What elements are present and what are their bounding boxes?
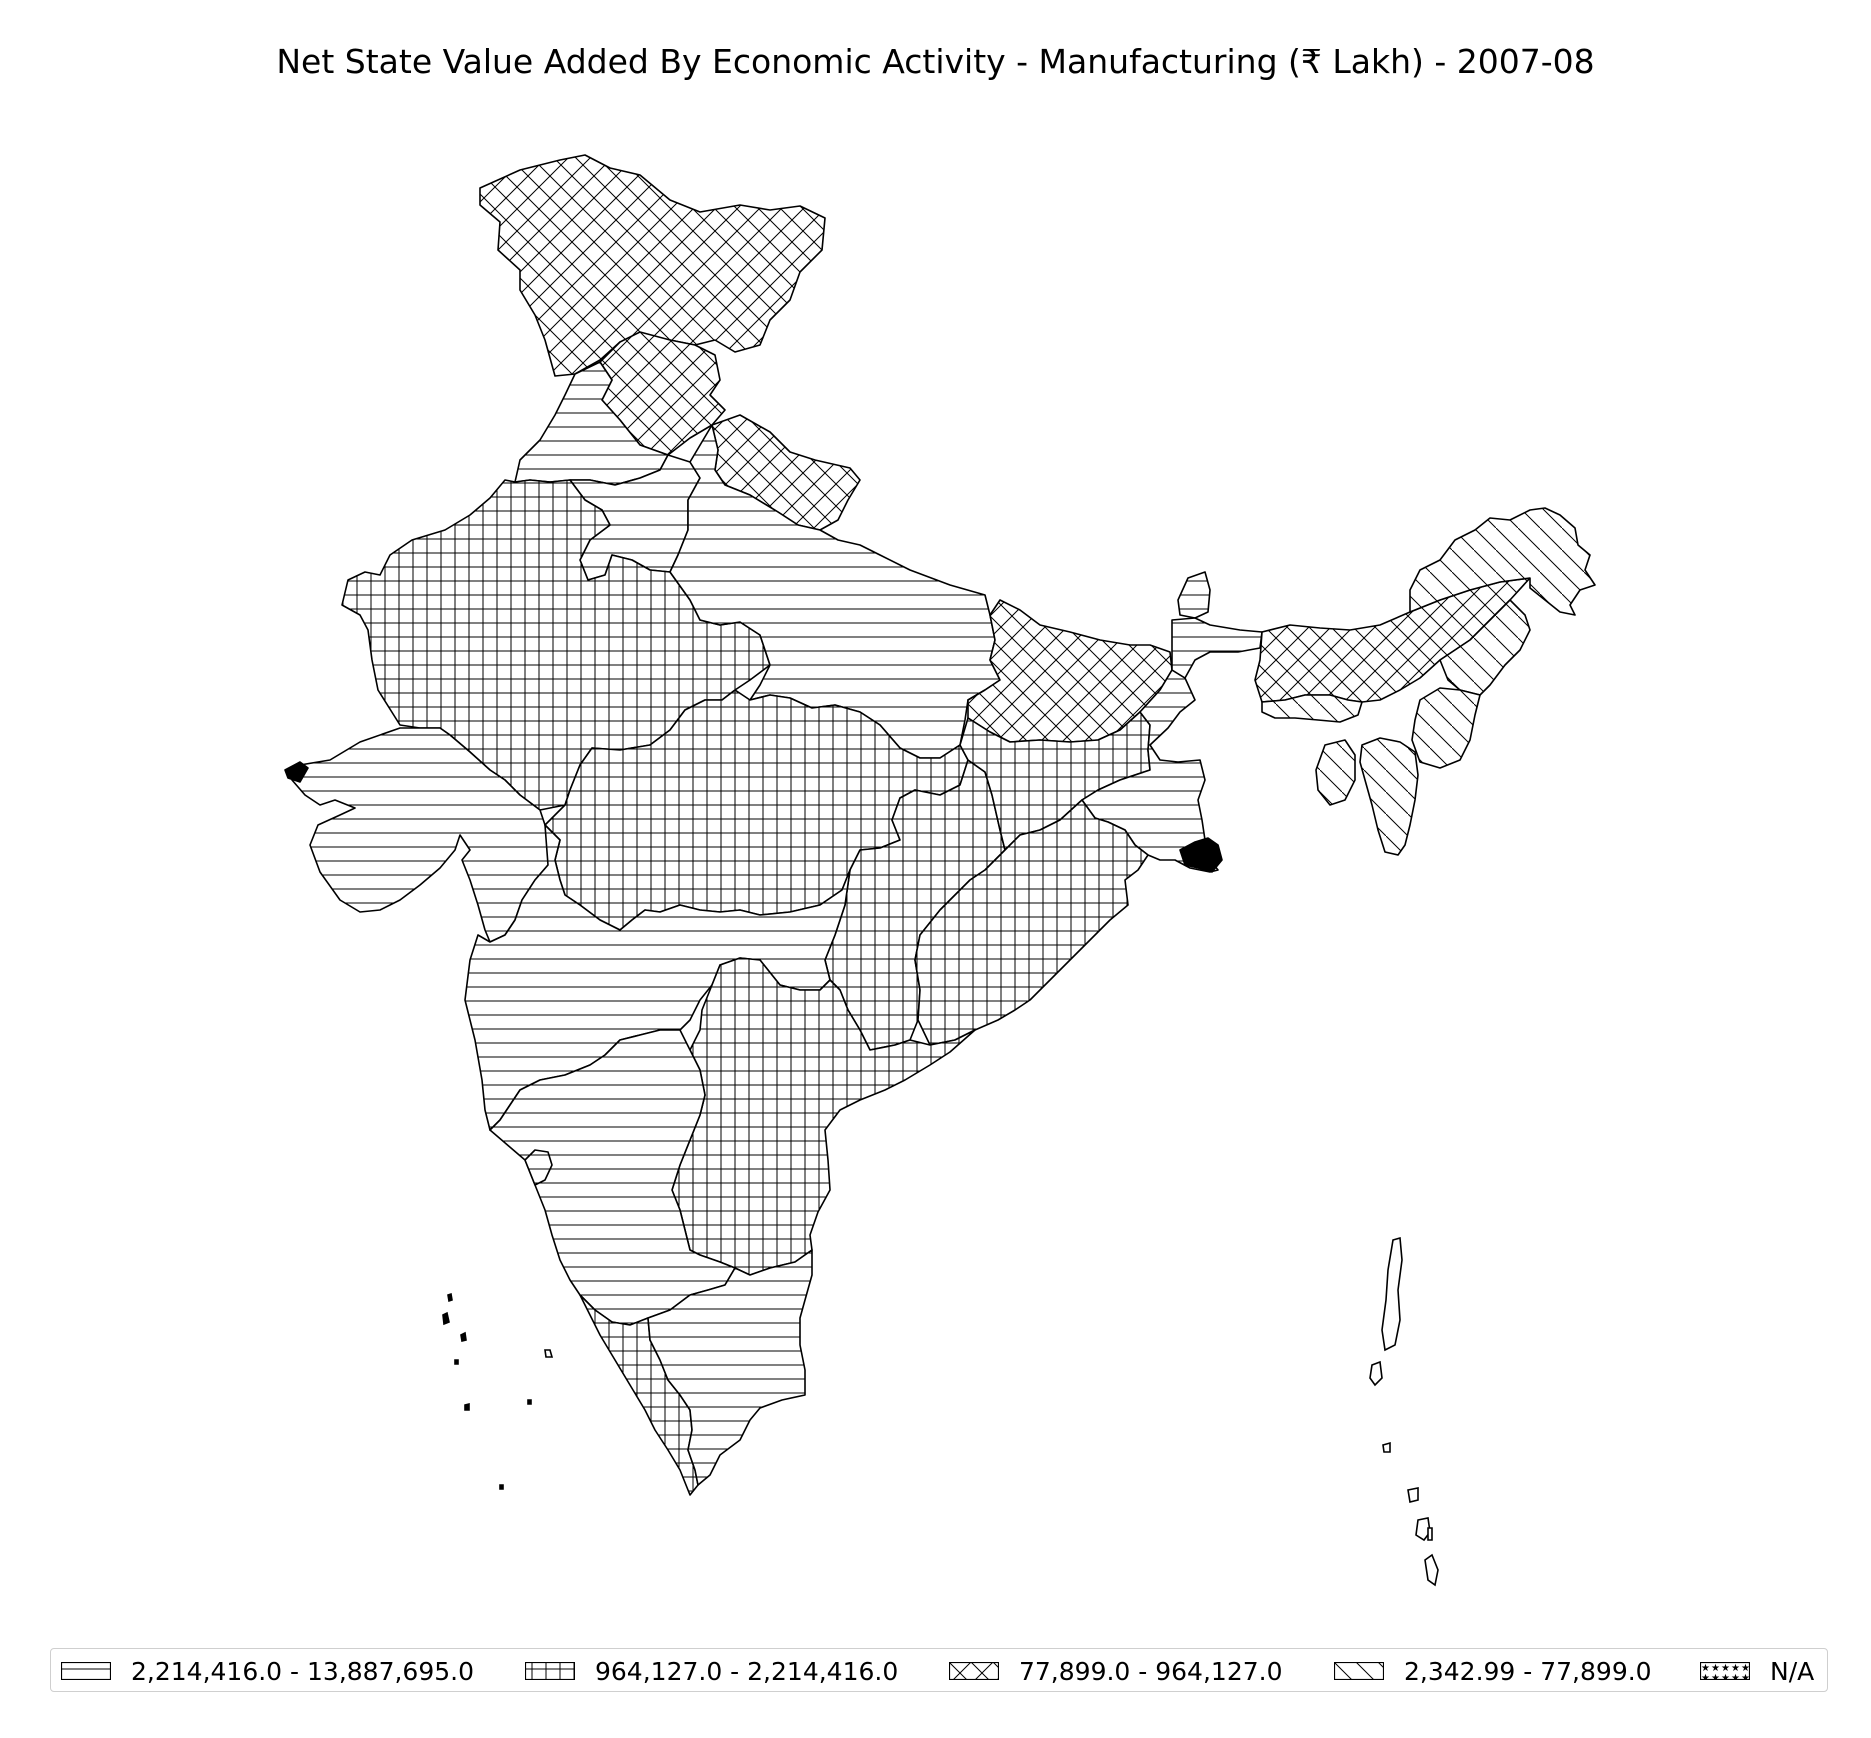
andaman-nicobar-islands	[1369, 1236, 1439, 1587]
legend-swatch-horizontal	[61, 1662, 111, 1680]
region-jammu-kashmir[interactable]	[479, 154, 826, 377]
region-mizoram[interactable]	[1359, 737, 1419, 856]
region-meghalaya[interactable]	[1261, 694, 1363, 723]
region-manipur[interactable]	[1411, 687, 1481, 769]
region-tripura[interactable]	[1315, 739, 1356, 806]
legend-swatch-stars	[1700, 1662, 1750, 1680]
legend-item-diagonal: 2,342.99 - 77,899.0	[1334, 1649, 1652, 1693]
region-tamil-nadu[interactable]	[647, 1249, 813, 1486]
legend-label: 2,342.99 - 77,899.0	[1404, 1656, 1652, 1686]
legend-item-grid: 964,127.0 - 2,214,416.0	[525, 1649, 898, 1693]
legend-label: 77,899.0 - 964,127.0	[1019, 1656, 1283, 1686]
region-kutch-coast	[284, 761, 309, 783]
region-arunachal-pradesh[interactable]	[1409, 507, 1596, 616]
region-uttar-pradesh[interactable]	[669, 424, 1001, 759]
region-sikkim[interactable]	[1177, 571, 1211, 619]
legend-swatch-grid	[525, 1662, 575, 1680]
region-sundarbans-delta	[1179, 837, 1223, 873]
region-gujarat[interactable]	[291, 727, 561, 943]
region-north-bengal	[1171, 617, 1263, 679]
legend-item-stars: N/A	[1700, 1649, 1814, 1693]
map-legend: 2,214,416.0 - 13,887,695.0 964,127.0 - 2,…	[50, 1648, 1828, 1692]
legend-swatch-diagonal	[1334, 1662, 1384, 1680]
legend-label: 964,127.0 - 2,214,416.0	[595, 1656, 899, 1686]
region-karnataka[interactable]	[489, 1029, 736, 1326]
region-west-bengal[interactable]	[1081, 669, 1219, 873]
map-title: Net State Value Added By Economic Activi…	[276, 42, 1595, 81]
legend-swatch-crosshatch	[949, 1662, 999, 1680]
legend-item-horizontal: 2,214,416.0 - 13,887,695.0	[61, 1649, 474, 1693]
legend-label: 2,214,416.0 - 13,887,695.0	[131, 1656, 474, 1686]
legend-label: N/A	[1770, 1656, 1815, 1686]
region-odisha[interactable]	[914, 799, 1149, 1046]
legend-item-crosshatch: 77,899.0 - 964,127.0	[949, 1649, 1282, 1693]
lakshadweep-islands	[442, 1292, 554, 1490]
region-goa[interactable]	[524, 1149, 553, 1186]
